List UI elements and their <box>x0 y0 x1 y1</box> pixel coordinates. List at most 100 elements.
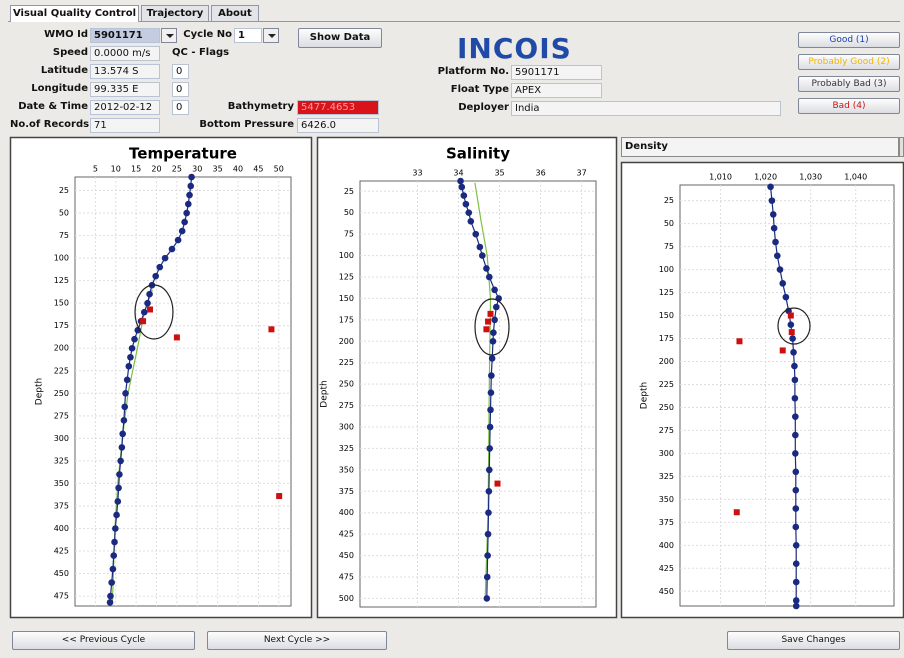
y-tick-label: 250 <box>54 389 69 398</box>
data-point <box>458 183 466 191</box>
data-point <box>110 552 118 559</box>
y-tick-label: 325 <box>54 456 69 465</box>
flag-button[interactable]: Bad (4) <box>798 98 900 114</box>
data-point <box>128 344 136 352</box>
flagged-point <box>788 329 795 336</box>
value-field: 6426.0 <box>297 118 379 133</box>
wmo-select[interactable]: 5901171 <box>90 28 160 43</box>
tab[interactable]: Visual Quality Control <box>10 5 139 22</box>
plot-area <box>359 180 597 608</box>
y-tick-label: 375 <box>659 518 674 527</box>
y-tick-label: 25 <box>59 186 69 195</box>
flag-button[interactable]: Probably Bad (3) <box>798 76 900 92</box>
y-tick-label: 350 <box>54 479 69 488</box>
flagged-point <box>140 318 147 325</box>
value-field: APEX <box>511 83 602 98</box>
data-point <box>156 263 164 271</box>
data-point <box>792 523 800 531</box>
data-point <box>787 321 795 329</box>
label: Float Type <box>450 84 509 95</box>
data-point <box>484 530 492 538</box>
data-point <box>487 389 495 397</box>
flag-button[interactable]: Good (1) <box>798 32 900 48</box>
value-field: 5477.4653 <box>297 100 379 115</box>
x-tick-label: 20 <box>151 165 161 174</box>
y-tick-label: 300 <box>339 423 354 432</box>
data-point <box>483 265 490 272</box>
data-point <box>491 286 498 294</box>
flag-field[interactable]: 0 <box>172 82 189 97</box>
data-point <box>485 487 493 495</box>
label: Date & Time <box>18 101 88 112</box>
flagged-point <box>276 493 283 500</box>
x-tick-label: 50 <box>274 165 284 174</box>
dropdown-arrow[interactable] <box>161 28 177 43</box>
data-point <box>484 552 491 559</box>
save-button[interactable]: Save Changes <box>727 631 900 650</box>
data-point <box>779 280 787 287</box>
data-point <box>768 197 776 204</box>
y-tick-label: 400 <box>659 541 674 550</box>
y-tick-label: 125 <box>339 273 354 282</box>
flagged-point <box>736 338 743 345</box>
y-tick-label: 175 <box>339 315 354 324</box>
data-point <box>114 498 122 505</box>
header-handle <box>899 137 904 157</box>
data-point <box>489 337 497 345</box>
data-point <box>767 183 774 191</box>
tab-rule <box>8 21 900 22</box>
flag-field[interactable]: 0 <box>172 100 189 115</box>
flag-button[interactable]: Probably Good (2) <box>798 54 900 70</box>
profile-line <box>770 186 797 606</box>
profile-line <box>109 176 193 603</box>
data-point <box>791 394 799 402</box>
data-point <box>476 243 484 251</box>
data-point <box>790 348 797 356</box>
flagged-point <box>487 310 494 317</box>
x-tick-label: 33 <box>412 169 422 178</box>
label: Deployer <box>458 102 509 113</box>
cycle-select[interactable]: 1 <box>234 28 262 43</box>
next-button[interactable]: Next Cycle >> <box>207 631 387 650</box>
dropdown-arrow[interactable] <box>263 28 279 43</box>
y-tick-label: 500 <box>339 594 354 603</box>
tab[interactable]: Trajectory <box>141 5 209 21</box>
y-tick-label: 475 <box>54 592 69 601</box>
y-tick-label: 175 <box>659 334 674 343</box>
data-point <box>792 431 799 439</box>
data-point <box>123 376 131 384</box>
label: QC - Flags <box>172 47 230 58</box>
x-tick-label: 40 <box>233 165 243 174</box>
tab[interactable]: About <box>211 5 259 21</box>
data-point <box>131 335 138 343</box>
data-point <box>118 444 126 451</box>
value-field: 0.0000 m/s <box>90 46 160 61</box>
previous-button[interactable]: << Previous Cycle <box>12 631 195 650</box>
data-point <box>490 329 497 337</box>
y-tick-label: 200 <box>54 344 69 353</box>
flagged-point <box>494 480 501 487</box>
data-point <box>140 308 148 316</box>
show-data-button[interactable]: Show Data <box>298 28 382 48</box>
y-axis-label: Depth <box>35 378 45 405</box>
flagged-point <box>268 326 275 333</box>
value-field: India <box>511 101 781 116</box>
data-point <box>483 595 491 602</box>
x-tick-label: 35 <box>213 165 223 174</box>
y-tick-label: 225 <box>659 380 674 389</box>
y-tick-label: 225 <box>339 358 354 367</box>
plot-area <box>679 184 895 607</box>
y-tick-label: 450 <box>54 569 69 578</box>
y-tick-label: 100 <box>54 254 69 263</box>
data-point <box>483 573 491 581</box>
data-point <box>492 303 500 311</box>
label: No.of Records <box>10 119 90 130</box>
label: Speed <box>52 47 88 58</box>
data-point <box>485 509 492 517</box>
y-tick-label: 300 <box>54 434 69 443</box>
y-tick-label: 275 <box>54 411 69 420</box>
flag-field[interactable]: 0 <box>172 64 189 79</box>
data-point <box>144 299 151 307</box>
y-tick-label: 250 <box>339 380 354 389</box>
